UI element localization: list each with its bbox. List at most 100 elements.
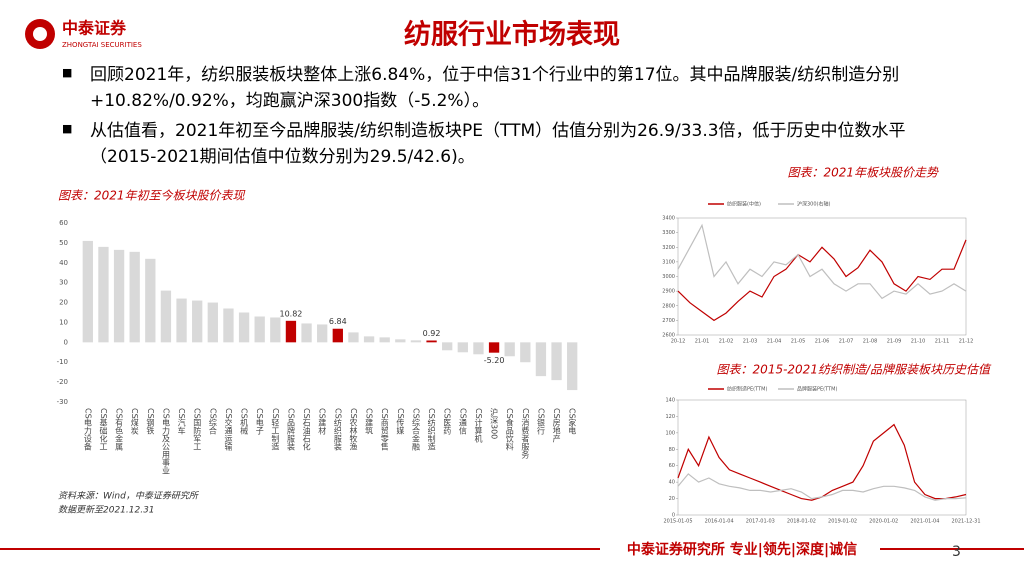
x-tick-label: CS医药: [443, 408, 452, 436]
bar: [207, 302, 218, 343]
x-tick-label: CS基础化工: [99, 408, 108, 451]
y-tick-label: 80: [669, 447, 675, 453]
x-tick-label: CS综合: [208, 408, 217, 436]
bullet-icon: ■: [62, 122, 73, 135]
bar: [520, 342, 531, 363]
bar: [317, 324, 328, 343]
bar: [363, 336, 375, 343]
y-tick-label: -30: [57, 398, 68, 406]
bar: [473, 342, 484, 355]
chart-title: 图表：2021年板块股价走势: [787, 166, 939, 180]
x-tick-label: CS农林牧渔: [349, 408, 358, 451]
y-tick-label: 2800: [662, 303, 675, 309]
y-tick-label: 20: [669, 496, 675, 502]
x-tick-label: CS消费者服务: [521, 408, 530, 460]
x-tick-label: 21-12: [959, 339, 974, 345]
x-tick-label: CS食品饮料: [505, 408, 514, 452]
x-tick-label: 21-07: [839, 339, 854, 345]
y-tick-label: 3300: [662, 230, 675, 236]
bar: [223, 308, 234, 343]
chart-title: 图表：2021年初至今板块股价表现: [58, 189, 246, 203]
x-tick-label: CS家电: [568, 408, 577, 435]
bar: [535, 342, 547, 377]
legend-label: 品牌服装PE(TTM): [797, 386, 837, 393]
value-label: 10.82: [279, 309, 302, 318]
logo-en: ZHONGTAI SECURITIES: [62, 41, 142, 49]
bar: [129, 251, 140, 343]
y-tick-label: 0: [672, 513, 675, 519]
y-tick-label: 3000: [662, 274, 675, 280]
x-tick-label: 2021-01-04: [910, 519, 939, 525]
bar: [301, 323, 312, 343]
bullet: 从估值看，2021年初至今品牌服装/纺织制造板块PE（TTM）估值分别为26.9…: [90, 121, 906, 167]
y-tick-label: -20: [57, 378, 68, 386]
bar: [270, 317, 281, 343]
bar: [551, 342, 562, 381]
bar: [192, 300, 203, 343]
x-tick-label: CS传媒: [396, 408, 405, 436]
series-line: [677, 239, 967, 322]
x-tick-label: 2020-01-02: [869, 519, 898, 525]
x-tick-label: CS品牌服装: [286, 408, 295, 452]
y-tick-label: -10: [57, 358, 68, 366]
x-tick-label: 2016-01-04: [705, 519, 734, 525]
bar: [254, 316, 265, 343]
bar: [285, 320, 297, 343]
y-tick-label: 3200: [662, 245, 675, 251]
legend-label: 沪深300(右轴): [797, 201, 830, 208]
logo-text: 中泰证券: [62, 19, 127, 38]
bar: [395, 339, 406, 343]
x-tick-label: CS纺织制造: [427, 408, 436, 452]
x-tick-label: CS钢铁: [146, 408, 155, 436]
x-tick-label: CS石油石化: [302, 408, 311, 452]
x-tick-label: 21-04: [767, 339, 782, 345]
x-tick-label: CS综合金融: [411, 408, 420, 452]
bar: [160, 290, 172, 343]
x-tick-label: CS国防军工: [193, 408, 202, 451]
x-tick-label: 2018-01-02: [787, 519, 816, 525]
x-tick-label: CS机械: [240, 408, 249, 436]
y-tick-label: 0: [64, 338, 68, 346]
legend-label: 纺织服装(中信): [727, 201, 761, 208]
x-tick-label: 21-05: [791, 339, 806, 345]
x-tick-label: CS建材: [318, 408, 327, 435]
y-tick-label: 60: [59, 219, 68, 227]
x-tick-label: 20-12: [671, 339, 686, 345]
x-tick-label: 21-06: [815, 339, 830, 345]
x-tick-label: CS有色金属: [115, 408, 124, 452]
bar: [488, 342, 500, 353]
series-line: [677, 423, 967, 501]
page-number: 3: [952, 544, 961, 560]
bar: [145, 258, 156, 343]
y-tick-label: 100: [665, 430, 675, 436]
x-tick-label: 2017-01-03: [746, 519, 775, 525]
bar: [348, 332, 359, 343]
x-tick-label: 21-03: [743, 339, 758, 345]
bar: [82, 240, 93, 343]
y-tick-label: 40: [669, 480, 675, 486]
value-label: 6.84: [329, 317, 347, 326]
y-tick-label: 3400: [662, 216, 675, 222]
bullet: 回顾2021年，纺织服装板块整体上涨6.84%，位于中信31个行业中的第17位。…: [90, 65, 900, 111]
y-tick-label: 40: [59, 259, 68, 267]
bar: [567, 342, 578, 391]
bar: [98, 246, 109, 343]
x-tick-label: 沪深300: [490, 407, 499, 439]
bar: [410, 340, 422, 343]
source: 资料来源：Wind，中泰证券研究所: [58, 491, 200, 502]
x-tick-label: CS商贸零售: [380, 408, 389, 452]
x-tick-label: 21-10: [911, 339, 926, 345]
bar: [238, 312, 250, 343]
x-tick-label: CS煤炭: [130, 408, 139, 436]
bar: [176, 298, 187, 343]
x-tick-label: 21-02: [719, 339, 734, 345]
x-tick-label: 21-01: [695, 339, 710, 345]
y-tick-label: 50: [59, 239, 68, 247]
footer-text: 中泰证券研究所 专业|领先|深度|诚信: [627, 541, 857, 558]
series-line: [677, 223, 967, 300]
x-tick-label: 21-08: [863, 339, 878, 345]
x-tick-label: CS电力及公用事业: [161, 408, 170, 475]
logo-mark: [33, 27, 47, 41]
x-tick-label: 21-09: [887, 339, 902, 345]
